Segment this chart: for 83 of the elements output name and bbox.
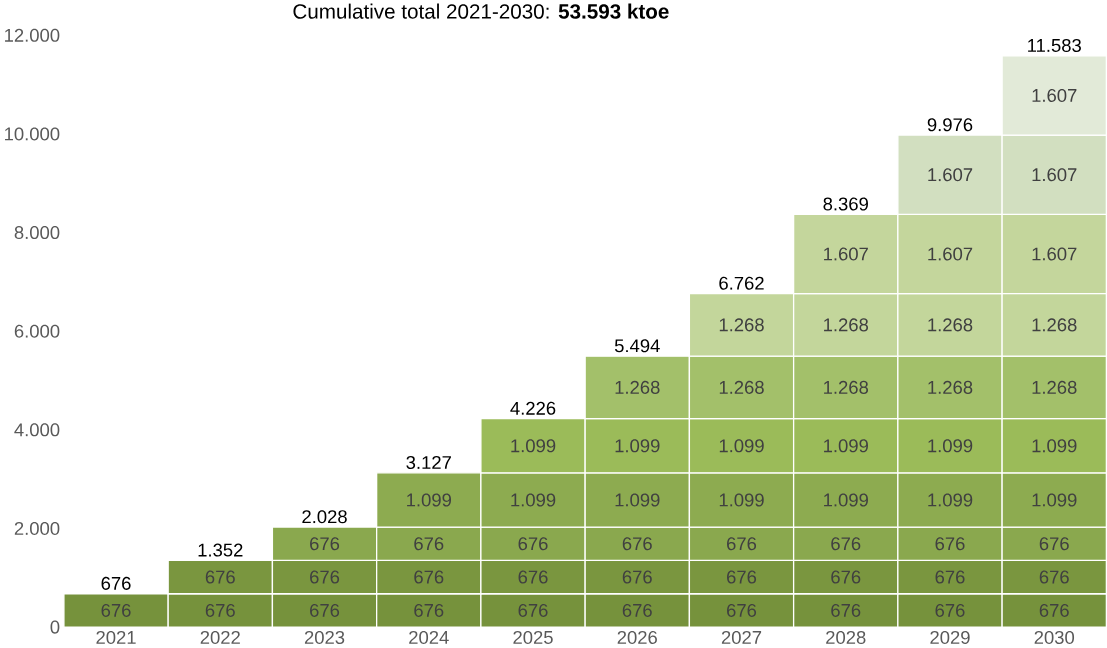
y-tick-label: 0 — [50, 620, 60, 634]
x-tick-label: 2030 — [1034, 631, 1075, 645]
data-label: 676 — [414, 570, 444, 584]
x-tick-label: 2022 — [200, 631, 240, 645]
y-tick-label: 6.000 — [14, 324, 60, 338]
data-label: 1.607 — [928, 168, 973, 182]
y-tick-label: 12.000 — [5, 28, 60, 43]
x-tick-label: 2027 — [721, 631, 762, 645]
y-tick-label: 10.000 — [5, 127, 60, 141]
data-label: 676 — [831, 537, 861, 551]
total-label: 8.369 — [823, 197, 868, 211]
data-label: 1.099 — [615, 493, 660, 507]
data-label: 676 — [935, 537, 965, 551]
data-label: 1.099 — [615, 439, 660, 453]
data-label: 1.607 — [1032, 89, 1077, 103]
y-tick-label: 8.000 — [14, 226, 60, 240]
data-label: 676 — [727, 604, 757, 618]
data-label: 1.099 — [1032, 493, 1077, 507]
data-label: 676 — [310, 570, 340, 584]
data-label: 1.607 — [1032, 247, 1077, 261]
data-label: 1.099 — [511, 439, 556, 453]
data-label: 676 — [518, 570, 548, 584]
x-tick-label: 2024 — [409, 631, 449, 645]
data-label: 676 — [622, 604, 652, 618]
data-label: 1.099 — [928, 493, 973, 507]
x-tick-label: 2025 — [513, 631, 553, 645]
data-label: 676 — [518, 537, 548, 551]
total-label: 9.976 — [927, 118, 973, 132]
total-label: 676 — [101, 577, 131, 591]
data-label: 1.268 — [1032, 381, 1077, 395]
data-label: 1.268 — [719, 318, 764, 332]
data-label: 676 — [622, 570, 652, 584]
total-label: 11.583 — [1028, 39, 1081, 53]
data-label: 676 — [831, 604, 861, 618]
data-label: 1.268 — [928, 381, 973, 395]
x-tick-label: 2023 — [304, 631, 345, 645]
data-label: 676 — [1039, 570, 1069, 584]
data-label: 1.099 — [824, 439, 868, 453]
data-label: 676 — [831, 570, 861, 584]
data-label: 1.099 — [1032, 439, 1077, 453]
data-label: 676 — [414, 604, 444, 618]
data-label: 676 — [414, 537, 444, 551]
data-label: 676 — [205, 570, 235, 584]
data-label: 676 — [935, 570, 965, 584]
data-label: 1.268 — [824, 318, 869, 332]
data-label: 1.268 — [1032, 318, 1077, 332]
data-label: 1.268 — [615, 381, 660, 395]
x-tick-label: 2028 — [826, 631, 866, 645]
data-label: 676 — [622, 537, 652, 551]
data-label: 676 — [935, 604, 965, 618]
data-label: 1.099 — [719, 439, 764, 453]
data-label: 1.607 — [824, 247, 868, 261]
data-label: 676 — [310, 537, 340, 551]
data-label: 676 — [310, 604, 340, 618]
data-label: 1.607 — [1032, 168, 1077, 182]
x-tick-label: 2021 — [96, 631, 136, 645]
data-label: 1.607 — [928, 247, 973, 261]
data-label: 1.099 — [407, 493, 451, 507]
data-label: 676 — [205, 604, 235, 618]
total-label: 3.127 — [406, 456, 451, 470]
data-label: 1.268 — [719, 381, 764, 395]
data-label: 676 — [101, 604, 131, 618]
total-label: 1.352 — [198, 543, 243, 557]
chart-title: Cumulative total 2021-2030: 53.593 ktoe — [293, 3, 669, 19]
data-label: 1.099 — [719, 493, 764, 507]
data-label: 676 — [727, 570, 757, 584]
data-label: 1.268 — [928, 318, 973, 332]
data-label: 1.268 — [824, 381, 869, 395]
y-tick-label: 2.000 — [14, 522, 60, 536]
data-label: 676 — [727, 537, 757, 551]
data-label: 676 — [1039, 604, 1069, 618]
data-label: 1.099 — [511, 493, 556, 507]
total-label: 6.762 — [719, 276, 764, 290]
data-label: 676 — [518, 604, 548, 618]
data-label: 1.099 — [928, 439, 973, 453]
data-label: 676 — [1039, 537, 1069, 551]
total-label: 5.494 — [614, 339, 660, 353]
y-tick-label: 4.000 — [14, 423, 60, 437]
total-label: 4.226 — [510, 401, 556, 416]
total-label: 2.028 — [302, 510, 347, 524]
data-label: 1.099 — [824, 493, 868, 507]
x-tick-label: 2029 — [930, 631, 970, 645]
x-tick-label: 2026 — [617, 631, 657, 645]
